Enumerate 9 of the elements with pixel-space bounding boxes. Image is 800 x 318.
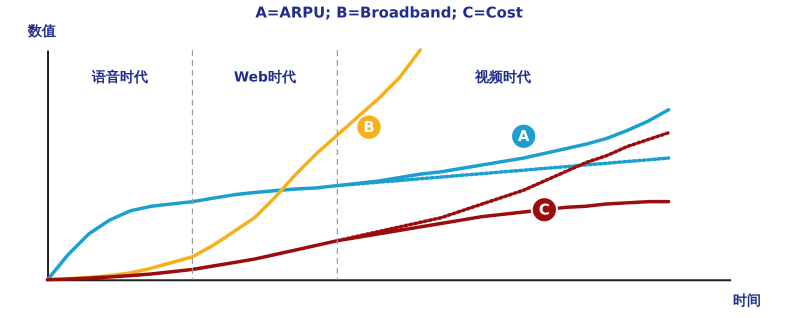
annotation: Web时代 bbox=[234, 70, 296, 86]
series-label: C bbox=[538, 200, 550, 219]
chart-title: A=ARPU; B=Broadband; C=Cost bbox=[255, 3, 523, 22]
series-label: A bbox=[518, 127, 530, 146]
annotation: 视频时代 bbox=[474, 68, 531, 86]
x-axis-title: 时间 bbox=[732, 293, 761, 310]
annotation: 语音时代 bbox=[90, 68, 148, 86]
series-label: B bbox=[363, 118, 375, 136]
y-axis-title: 数值 bbox=[27, 24, 56, 40]
